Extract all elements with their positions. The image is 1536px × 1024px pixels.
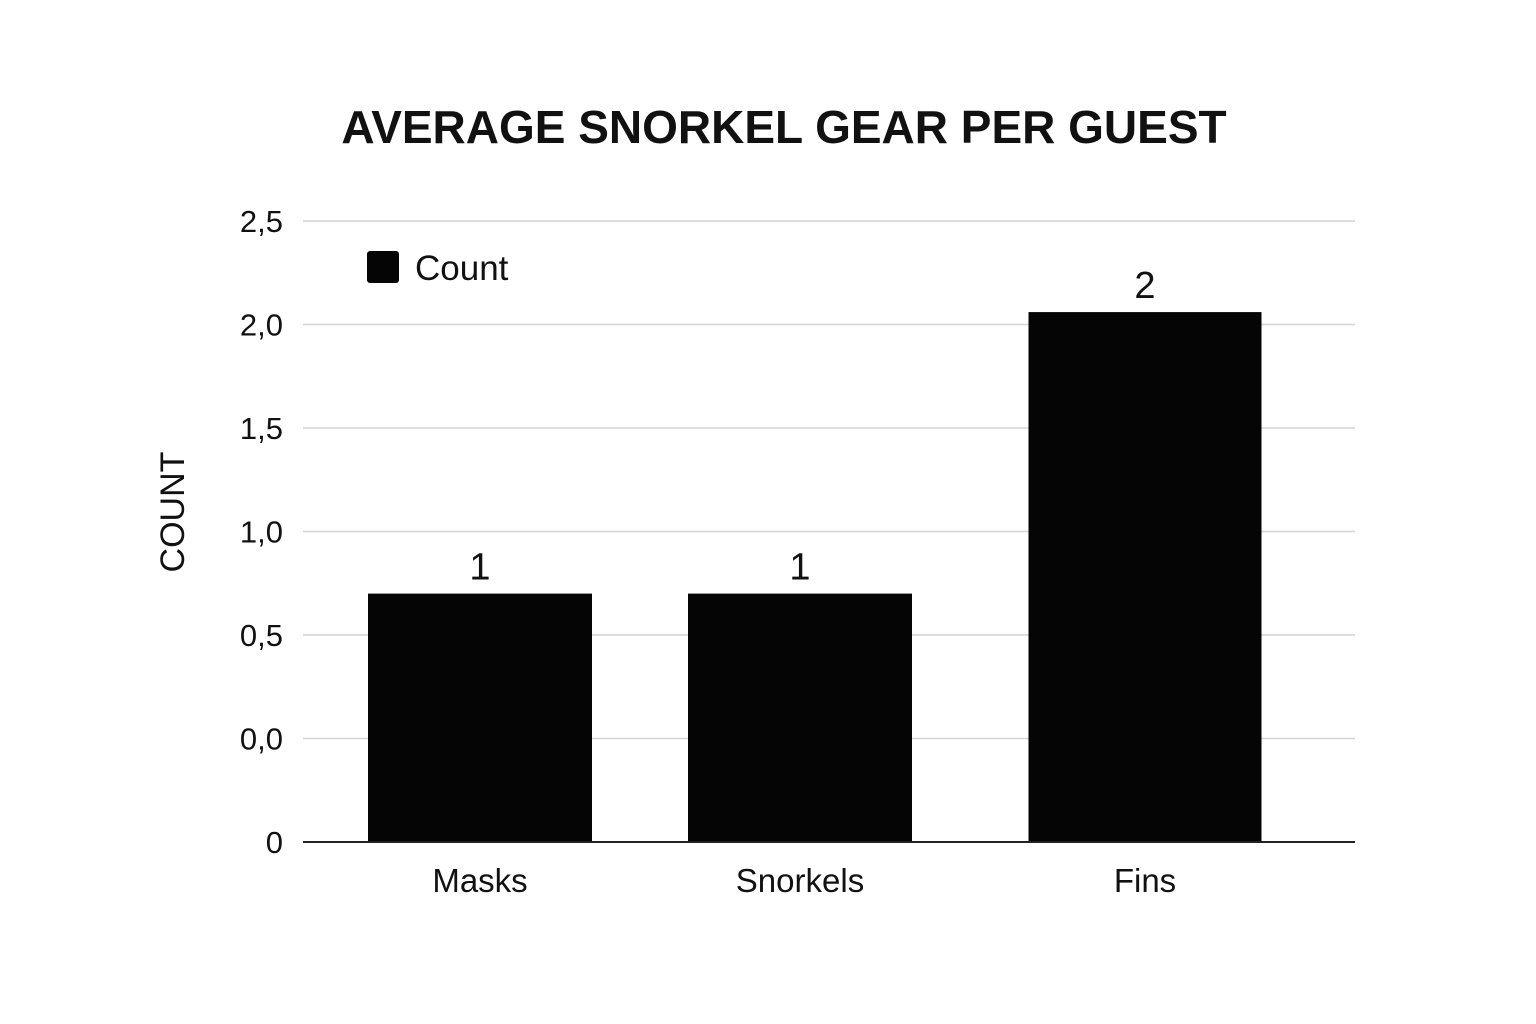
bar-snorkels	[688, 593, 912, 842]
legend-label: Count	[415, 249, 509, 288]
y-tick-label: 1,5	[240, 411, 283, 446]
bars	[368, 312, 1262, 843]
y-tick-label: 0,0	[240, 722, 283, 757]
y-axis-ticks: 0 0,0 0,5 1,0 1,5 2,0 2,5	[240, 204, 283, 860]
y-tick-label: 1,0	[240, 515, 283, 550]
y-tick-label: 0,5	[240, 618, 283, 653]
y-tick-label: 0	[266, 825, 283, 860]
y-tick-label: 2,0	[240, 308, 283, 343]
data-label-snorkels: 1	[789, 547, 810, 589]
x-tick-label-fins: Fins	[1114, 862, 1176, 899]
y-axis-title: COUNT	[154, 452, 192, 573]
data-labels: 1 1 2	[469, 265, 1155, 589]
legend: Count	[367, 249, 509, 288]
data-label-masks: 1	[469, 547, 490, 589]
bar-masks	[368, 593, 592, 842]
x-tick-label-snorkels: Snorkels	[736, 862, 864, 899]
x-tick-label-masks: Masks	[432, 862, 527, 899]
data-label-fins: 2	[1134, 265, 1155, 307]
chart-title: AVERAGE SNORKEL GEAR PER GUEST	[341, 101, 1226, 153]
x-axis-ticks: Masks Snorkels Fins	[432, 862, 1176, 899]
legend-swatch	[367, 251, 399, 283]
y-tick-label: 2,5	[240, 204, 283, 239]
bar-fins	[1028, 312, 1262, 843]
